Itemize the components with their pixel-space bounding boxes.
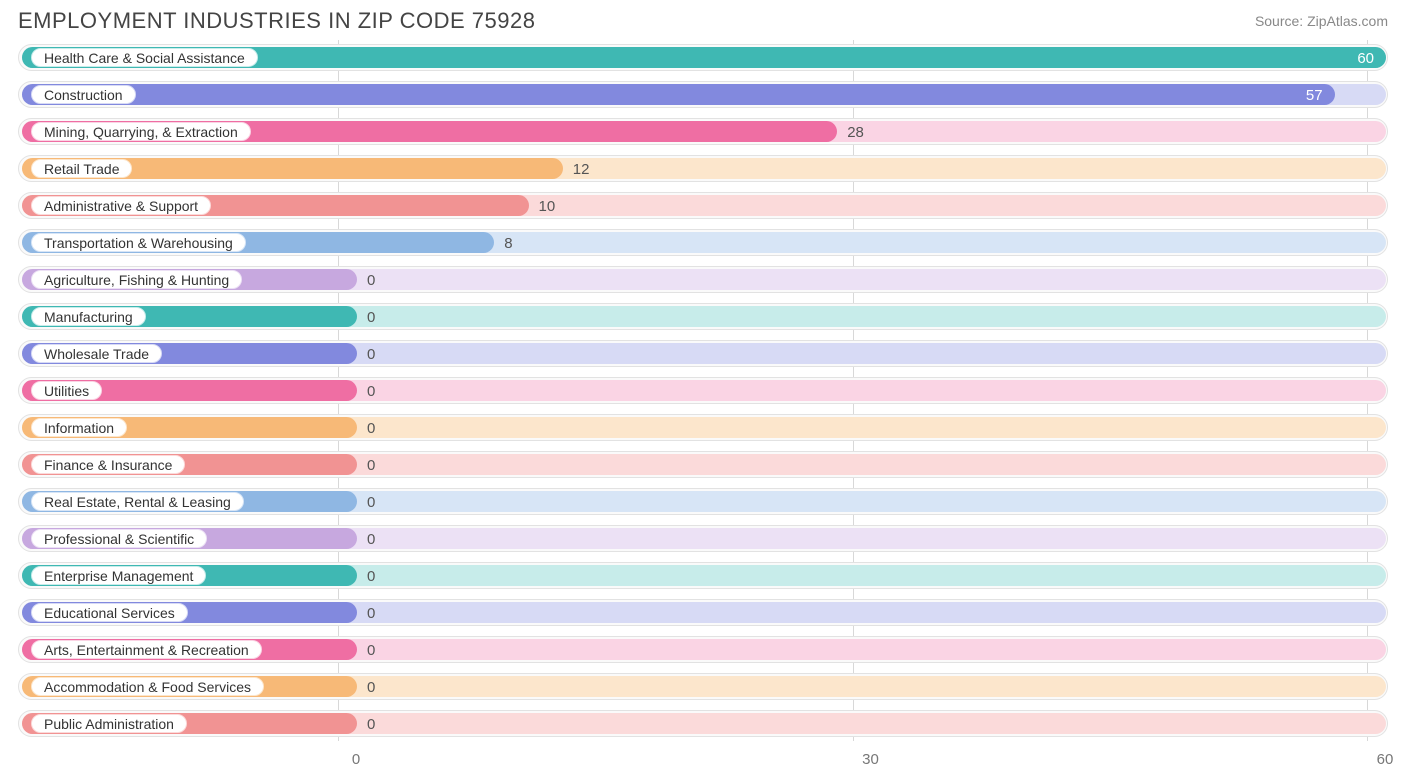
bar-label: Manufacturing — [31, 307, 146, 326]
bar-label: Real Estate, Rental & Leasing — [31, 492, 244, 511]
bar-list: Health Care & Social Assistance 60 Constru… — [18, 44, 1388, 737]
bar-value: 0 — [367, 563, 375, 590]
chart-source: Source: ZipAtlas.com — [1255, 13, 1388, 29]
bar-row: Mining, Quarrying, & Extraction 28 — [18, 118, 1388, 145]
bar-label: Construction — [31, 85, 136, 104]
bar-value: 0 — [367, 341, 375, 368]
bar-value: 60 — [1357, 45, 1374, 72]
bar-value: 0 — [367, 489, 375, 516]
bar-row: Construction 57 — [18, 81, 1388, 108]
bar-value: 0 — [367, 304, 375, 331]
bar-row: Educational Services 0 — [18, 599, 1388, 626]
bar-row: Utilities 0 — [18, 377, 1388, 404]
bar-row: Transportation & Warehousing 8 — [18, 229, 1388, 256]
bar-row: Wholesale Trade 0 — [18, 340, 1388, 367]
bar-value: 0 — [367, 674, 375, 701]
bar-value: 28 — [847, 119, 864, 146]
bar-row: Information 0 — [18, 414, 1388, 441]
bar-row: Professional & Scientific 0 — [18, 525, 1388, 552]
bar-label: Administrative & Support — [31, 196, 211, 215]
bar-row: Arts, Entertainment & Recreation 0 — [18, 636, 1388, 663]
bar-row: Administrative & Support 10 — [18, 192, 1388, 219]
bar-label: Public Administration — [31, 714, 187, 733]
bar-label: Health Care & Social Assistance — [31, 48, 258, 67]
bar-fill — [22, 84, 1335, 105]
bar-label: Information — [31, 418, 127, 437]
bar-label: Accommodation & Food Services — [31, 677, 264, 696]
bar-label: Arts, Entertainment & Recreation — [31, 640, 262, 659]
bar-label: Mining, Quarrying, & Extraction — [31, 122, 251, 141]
bar-value: 0 — [367, 267, 375, 294]
bar-value: 0 — [367, 600, 375, 627]
axis-tick-label: 30 — [862, 751, 879, 768]
bar-row: Agriculture, Fishing & Hunting 0 — [18, 266, 1388, 293]
bar-label: Enterprise Management — [31, 566, 206, 585]
bar-label: Wholesale Trade — [31, 344, 162, 363]
bar-row: Finance & Insurance 0 — [18, 451, 1388, 478]
bar-row: Public Administration 0 — [18, 710, 1388, 737]
chart-title: EMPLOYMENT INDUSTRIES IN ZIP CODE 75928 — [18, 8, 536, 34]
bar-label: Utilities — [31, 381, 102, 400]
bar-label: Educational Services — [31, 603, 188, 622]
bar-value: 12 — [573, 156, 590, 183]
bar-row: Real Estate, Rental & Leasing 0 — [18, 488, 1388, 515]
bar-label: Agriculture, Fishing & Hunting — [31, 270, 242, 289]
bar-row: Retail Trade 12 — [18, 155, 1388, 182]
bar-value: 0 — [367, 452, 375, 479]
bar-value: 10 — [539, 193, 556, 220]
chart-area: Health Care & Social Assistance 60 Constru… — [0, 40, 1406, 773]
bar-label: Professional & Scientific — [31, 529, 207, 548]
bar-value: 8 — [504, 230, 512, 257]
bar-value: 0 — [367, 711, 375, 738]
bar-row: Health Care & Social Assistance 60 — [18, 44, 1388, 71]
bar-value: 0 — [367, 526, 375, 553]
bar-value: 0 — [367, 637, 375, 664]
bar-value: 0 — [367, 415, 375, 442]
bar-label: Transportation & Warehousing — [31, 233, 246, 252]
bar-row: Manufacturing 0 — [18, 303, 1388, 330]
bar-value: 57 — [1306, 82, 1323, 109]
x-axis: 03060 — [18, 747, 1388, 773]
bar-label: Finance & Insurance — [31, 455, 185, 474]
axis-tick-label: 0 — [352, 751, 360, 768]
bar-label: Retail Trade — [31, 159, 132, 178]
bar-row: Enterprise Management 0 — [18, 562, 1388, 589]
bar-row: Accommodation & Food Services 0 — [18, 673, 1388, 700]
bar-value: 0 — [367, 378, 375, 405]
axis-tick-label: 60 — [1377, 751, 1394, 768]
chart-header: EMPLOYMENT INDUSTRIES IN ZIP CODE 75928 … — [0, 0, 1406, 40]
